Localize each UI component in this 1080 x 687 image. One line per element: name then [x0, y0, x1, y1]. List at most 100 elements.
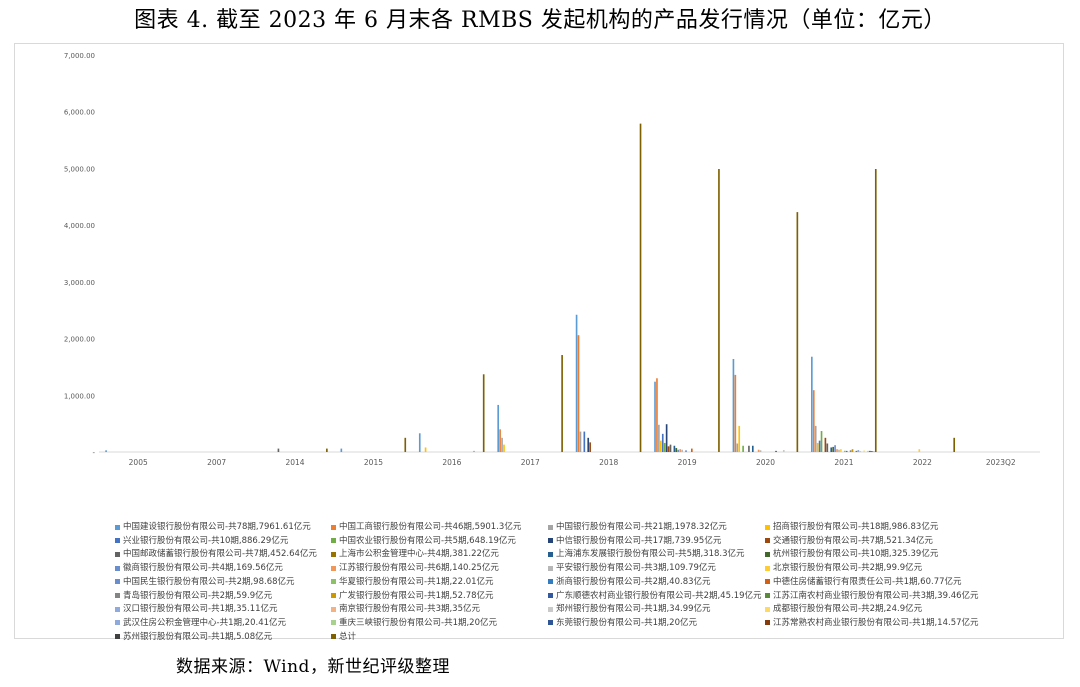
bar — [685, 450, 687, 452]
legend-swatch — [331, 606, 336, 612]
legend-item: 中国农业银行股份有限公司-共5期,648.19亿元 — [331, 535, 516, 547]
bar — [834, 445, 836, 452]
legend-swatch — [115, 606, 120, 612]
y-tick-label: 6,000.00 — [64, 109, 95, 117]
legend-item: 上海市公积金管理中心-共4期,381.22亿元 — [331, 548, 499, 560]
legend-label: 总计 — [339, 631, 357, 642]
bar — [757, 449, 760, 452]
bar — [820, 431, 823, 452]
legend-label: 江苏江南农村商业银行股份有限公司-共3期,39.46亿元 — [773, 590, 979, 601]
bar — [667, 446, 670, 452]
bar — [587, 437, 590, 452]
legend-swatch — [331, 538, 336, 544]
bar — [691, 448, 693, 452]
legend-item: 中德住房储蓄银行有限责任公司-共1期,60.77亿元 — [765, 576, 962, 588]
bar — [575, 314, 578, 452]
legend-label: 汉口银行股份有限公司-共1期,35.11亿元 — [123, 604, 278, 615]
x-tick-label: 2021 — [834, 458, 853, 467]
bar — [816, 442, 819, 452]
legend-label: 青岛银行股份有限公司-共2期,59.9亿元 — [123, 590, 273, 601]
bar — [814, 425, 817, 452]
legend-label: 广发银行股份有限公司-共1期,52.78亿元 — [339, 590, 494, 601]
bar — [751, 445, 754, 452]
x-tick-label: 2007 — [207, 458, 226, 467]
legend-swatch — [115, 593, 120, 598]
x-tick-label: 2014 — [285, 458, 304, 467]
legend-label: 平安银行股份有限公司-共3期,109.79亿元 — [556, 563, 716, 574]
x-tick-label: 2016 — [442, 458, 461, 467]
legend-item: 成都银行股份有限公司-共2期,24.9亿元 — [765, 603, 922, 615]
legend-swatch — [765, 620, 770, 626]
bar — [918, 449, 921, 452]
bar — [482, 374, 485, 452]
legend-item: 郑州银行股份有限公司-共1期,34.99亿元 — [548, 603, 711, 615]
legend-swatch — [548, 606, 553, 612]
legend-swatch — [765, 593, 770, 598]
legend-item: 上海浦东发展银行股份有限公司-共5期,318.3亿元 — [548, 548, 745, 560]
legend-label: 广东顺德农村商业银行股份有限公司-共2期,45.19亿元 — [556, 590, 762, 601]
legend-label: 郑州银行股份有限公司-共1期,34.99亿元 — [556, 604, 711, 615]
legend-label: 成都银行股份有限公司-共2期,24.9亿元 — [773, 604, 923, 615]
bar — [732, 358, 735, 452]
bar — [851, 449, 854, 452]
bar — [871, 451, 873, 452]
legend-swatch — [115, 524, 120, 530]
legend-label: 招商银行股份有限公司-共18期,986.83亿元 — [773, 522, 939, 532]
bar — [874, 169, 877, 452]
legend-swatch — [765, 579, 770, 585]
x-tick-label: 2022 — [913, 458, 932, 467]
legend-item: 南京银行股份有限公司-共3期,35亿元 — [331, 603, 480, 615]
legend-label: 江苏常熟农村商业银行股份有限公司-共1期,14.57亿元 — [773, 617, 979, 628]
bar — [583, 431, 586, 452]
legend-item: 中国邮政储蓄银行股份有限公司-共7期,452.64亿元 — [115, 548, 317, 560]
legend-swatch — [331, 579, 336, 585]
legend-label: 北京银行股份有限公司-共2期,99.9亿元 — [773, 563, 923, 574]
y-tick-label: 1,000.00 — [64, 392, 95, 400]
legend-label: 东莞银行股份有限公司-共1期,20亿元 — [556, 617, 697, 628]
legend-swatch — [331, 551, 336, 557]
data-source-note: 数据来源：Wind，新世纪评级整理 — [176, 657, 450, 677]
legend-item: 广东顺德农村商业银行股份有限公司-共2期,45.19亿元 — [548, 590, 762, 602]
legend-item: 江苏银行股份有限公司-共6期,140.25亿元 — [331, 562, 499, 574]
legend-item: 汉口银行股份有限公司-共1期,35.11亿元 — [115, 603, 278, 615]
legend-item: 中信银行股份有限公司-共17期,739.95亿元 — [548, 535, 721, 547]
bar — [665, 424, 668, 452]
bar — [845, 450, 848, 452]
legend-item: 华夏银行股份有限公司-共1期,22.01亿元 — [331, 576, 494, 588]
legend-swatch — [331, 620, 336, 626]
legend-item: 徽商银行股份有限公司-共4期,169.56亿元 — [115, 562, 283, 574]
bar — [656, 378, 658, 452]
bar — [824, 437, 827, 452]
x-tick-label: 2023Q2 — [986, 458, 1016, 467]
x-tick-label: 2019 — [678, 458, 697, 467]
legend-label: 交通银行股份有限公司-共7期,521.34亿元 — [773, 535, 933, 546]
legend-label: 中德住房储蓄银行有限责任公司-共1期,60.77亿元 — [773, 576, 962, 587]
legend-swatch — [765, 538, 770, 544]
legend-swatch — [548, 593, 553, 598]
legend-label: 武汉住房公积金管理中心-共1期,20.41亿元 — [123, 617, 287, 628]
legend-label: 徽商银行股份有限公司-共4期,169.56亿元 — [123, 563, 283, 574]
bar — [759, 450, 762, 452]
legend-swatch — [115, 565, 120, 571]
legend-item: 广发银行股份有限公司-共1期,52.78亿元 — [331, 590, 494, 602]
bar — [424, 447, 427, 452]
bar-chart: 7,000.00 6,000.00 5,000.00 4,000.00 3,000.00… — [64, 52, 1040, 467]
bar — [738, 425, 741, 452]
bar — [679, 449, 682, 452]
legend-swatch — [548, 551, 553, 557]
bar — [734, 374, 737, 452]
legend-item: 苏州银行股份有限公司-共1期,5.08亿元 — [115, 631, 272, 643]
bar — [663, 442, 666, 452]
bar — [818, 440, 821, 452]
bar — [340, 448, 343, 452]
figure-title: 图表 4. 截至 2023 年 6 月末各 RMBS 发起机构的产品发行情况（单… — [134, 8, 946, 33]
bar — [326, 448, 328, 452]
bar — [811, 356, 813, 452]
legend-item: 招商银行股份有限公司-共18期,986.83亿元 — [765, 521, 938, 533]
legend-swatch — [548, 538, 553, 544]
legend-label: 中国建设银行股份有限公司-共78期,7961.61亿元 — [123, 522, 311, 532]
bar — [736, 443, 739, 452]
legend-item: 中国民生银行股份有限公司-共2期,98.68亿元 — [115, 576, 295, 588]
bar — [499, 429, 501, 452]
legend-swatch — [765, 524, 770, 530]
